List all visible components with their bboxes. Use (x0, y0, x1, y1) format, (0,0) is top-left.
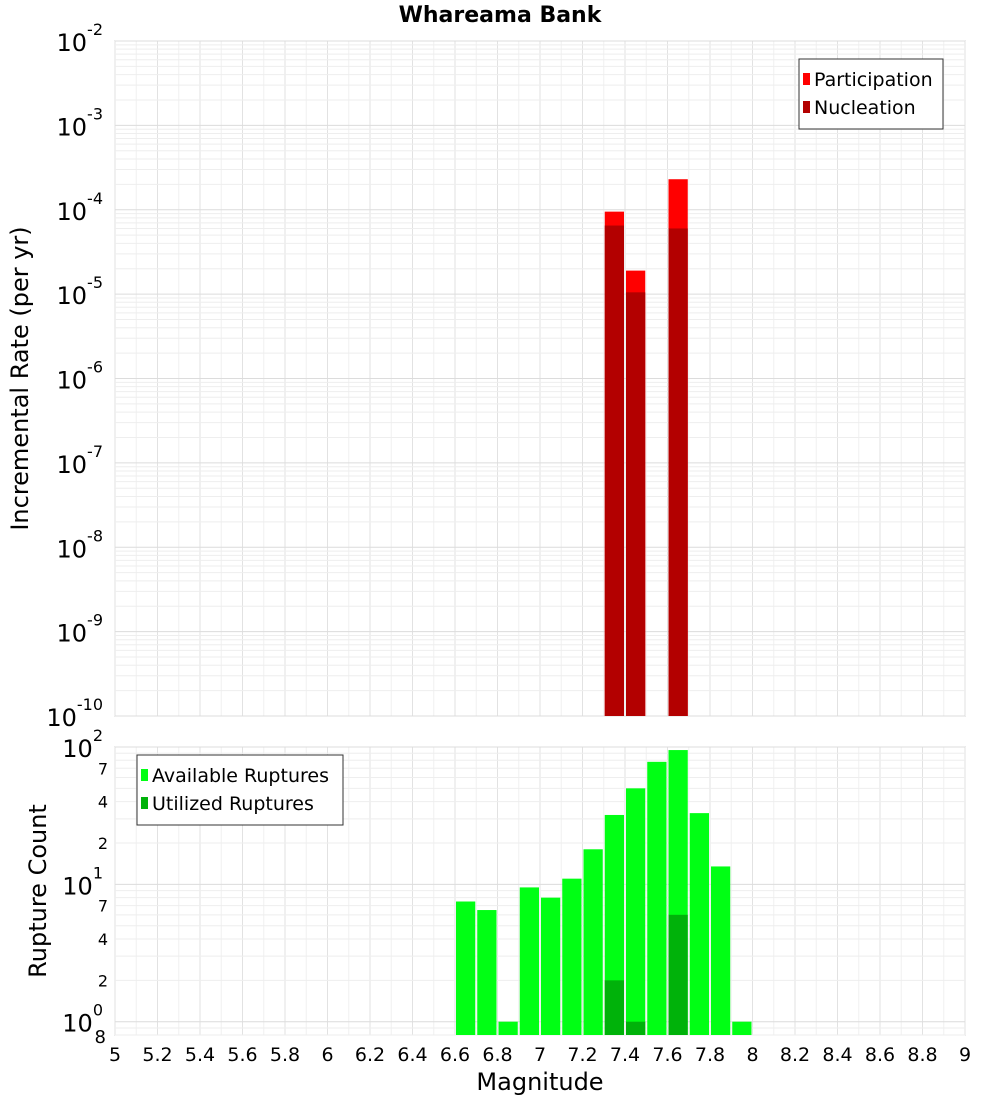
x-tick-label: 8 (746, 1044, 758, 1066)
bar-available-ruptures (647, 761, 667, 1035)
legend-swatch (141, 769, 148, 781)
x-tick-label: 7 (534, 1044, 546, 1066)
y-tick-label: 10-8 (57, 526, 104, 563)
x-tick-label: 7.2 (567, 1044, 597, 1066)
rate-gridlines (114, 40, 966, 717)
y-tick-label: 10-9 (57, 611, 104, 648)
x-axis-label: Magnitude (476, 1068, 603, 1096)
x-tick-labels: 5 5.2 5.4 5.6 5.8 6 6.2 6.4 6.6 6.8 7 7.2 7.4 7.6 7.8 8… (109, 1044, 971, 1066)
bar-overlay-nucleation (668, 228, 688, 716)
bar-available-ruptures (732, 1021, 752, 1035)
bar-available-ruptures (519, 887, 539, 1035)
bar-overlay-nucleation (626, 292, 646, 716)
count-bars (456, 750, 752, 1035)
legend-label: Available Ruptures (152, 765, 329, 787)
y-tick-label: 10-10 (46, 695, 103, 732)
legend-label: Participation (814, 69, 933, 91)
x-tick-label: 7.8 (695, 1044, 725, 1066)
legend-swatch (803, 73, 810, 85)
count-y-axis-label: Rupture Count (24, 804, 52, 978)
legend-label: Nucleation (814, 97, 916, 119)
rate-bars (604, 179, 688, 716)
bar-overlay-nucleation (604, 225, 624, 716)
bar-available-ruptures (477, 910, 497, 1035)
x-tick-label: 8.2 (780, 1044, 810, 1066)
legend-label: Utilized Ruptures (152, 793, 314, 815)
bar-available-ruptures (541, 897, 561, 1035)
y-tick-label-minor: 4 (98, 930, 108, 949)
x-tick-label: 8.8 (907, 1044, 937, 1066)
rate-legend: Participation Nucleation (798, 58, 944, 130)
y-tick-label-minor: 7 (98, 897, 108, 916)
x-tick-label: 6.8 (482, 1044, 512, 1066)
x-tick-label: 6.6 (440, 1044, 470, 1066)
x-tick-label: 5.8 (270, 1044, 300, 1066)
x-tick-label: 6.4 (397, 1044, 427, 1066)
x-tick-label: 8.4 (822, 1044, 852, 1066)
x-tick-label: 5 (109, 1044, 121, 1066)
y-tick-label: 10-5 (57, 273, 104, 310)
y-tick-label: 10-6 (57, 358, 104, 395)
y-tick-label: 102 (62, 726, 103, 763)
legend-box (136, 754, 344, 826)
x-tick-label: 6 (321, 1044, 333, 1066)
y-tick-label: 10-3 (57, 104, 104, 141)
bar-available-ruptures (604, 814, 624, 1035)
chart-title: Whareama Bank (399, 3, 603, 28)
y-tick-label-min: 8 (95, 1027, 106, 1048)
bar-overlay-utilized-ruptures (604, 980, 624, 1035)
bar-available-ruptures (498, 1021, 518, 1035)
rate-panel: 10-10 10-9 10-8 10-7 10-6 10-5 10-4 10-3 10-2 In… (6, 20, 966, 732)
x-tick-label: 8.6 (865, 1044, 895, 1066)
rate-y-tick-labels: 10-10 10-9 10-8 10-7 10-6 10-5 10-4 10-3 10-2 (46, 20, 103, 732)
y-tick-label-minor: 2 (98, 834, 108, 853)
rate-y-axis-label: Incremental Rate (per yr) (6, 226, 34, 530)
x-tick-label: 7.6 (652, 1044, 682, 1066)
x-tick-label: 6.2 (355, 1044, 385, 1066)
legend-box (798, 58, 944, 130)
x-tick-label: 9 (959, 1044, 971, 1066)
y-tick-label: 10-2 (57, 20, 104, 57)
x-tick-label: 5.4 (185, 1044, 215, 1066)
count-legend: Available Ruptures Utilized Ruptures (136, 754, 344, 826)
bar-available-ruptures (583, 849, 603, 1035)
legend-swatch (803, 101, 810, 113)
bar-overlay-utilized-ruptures (668, 914, 688, 1035)
bar-available-ruptures (562, 878, 582, 1035)
count-gridlines (114, 746, 966, 1036)
y-tick-label: 10-4 (57, 189, 104, 226)
x-tick-label: 7.4 (610, 1044, 640, 1066)
y-tick-label-minor: 2 (98, 971, 108, 990)
legend-swatch (141, 797, 148, 809)
bar-available-ruptures (626, 788, 646, 1035)
bar-available-ruptures (456, 901, 476, 1035)
y-tick-label-minor: 7 (98, 759, 108, 778)
y-tick-label: 101 (62, 863, 103, 900)
bar-available-ruptures (689, 813, 709, 1035)
y-tick-label-minor: 4 (98, 793, 108, 812)
y-tick-label: 10-7 (57, 442, 104, 479)
y-tick-label: 100 (62, 1001, 103, 1038)
bar-available-ruptures (711, 866, 731, 1035)
x-tick-label: 5.6 (227, 1044, 257, 1066)
bar-overlay-utilized-ruptures (626, 1021, 646, 1035)
x-tick-label: 5.2 (142, 1044, 172, 1066)
